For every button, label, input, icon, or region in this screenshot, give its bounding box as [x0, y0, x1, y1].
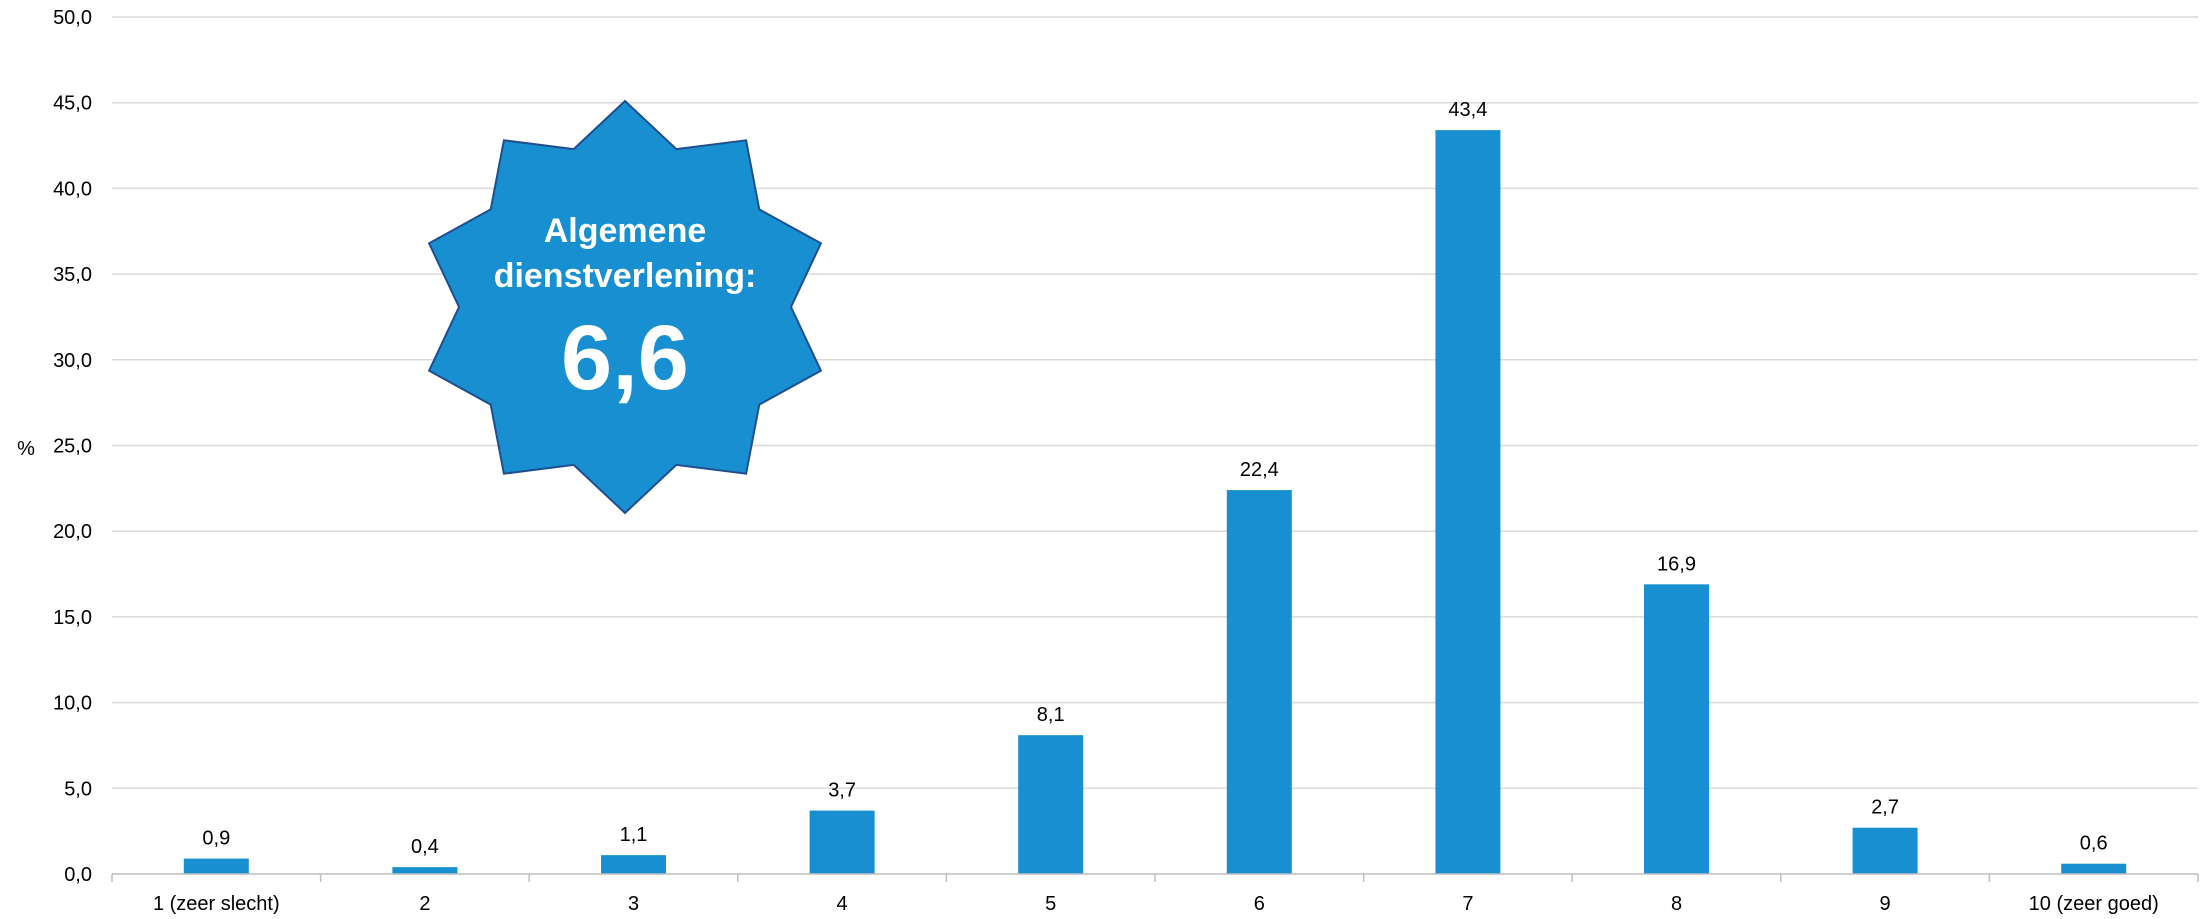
bar — [1644, 584, 1709, 874]
bar — [1435, 130, 1501, 874]
data-label: 0,9 — [202, 828, 230, 850]
data-label: 2,7 — [1871, 797, 1899, 819]
y-tick-label: 0,0 — [64, 864, 92, 886]
y-tick-label: 35,0 — [53, 264, 92, 286]
data-labels: 0,9 0,4 1,1 3,7 8,1 22,4 43,4 16,9 2,7 0,6 — [202, 99, 2107, 858]
data-label: 0,4 — [411, 836, 439, 858]
x-tick-label: 6 — [1254, 893, 1265, 915]
bar — [2061, 863, 2127, 874]
y-axis-ticks: 0,0 5,0 10,0 15,0 20,0 25,0 30,0 35,0 40,0 45,0 50… — [53, 7, 92, 886]
bars — [183, 130, 2127, 874]
badge-star-shape — [427, 99, 823, 515]
x-tick-label: 4 — [837, 893, 848, 915]
data-label: 16,9 — [1657, 553, 1696, 575]
x-axis — [111, 873, 2199, 882]
x-tick-label: 2 — [419, 893, 430, 915]
gridlines — [112, 16, 2198, 790]
badge-title-line2: dienstverlening: — [494, 257, 757, 295]
y-tick-label: 30,0 — [53, 350, 92, 372]
data-label: 43,4 — [1448, 99, 1487, 121]
y-tick-label: 50,0 — [53, 7, 92, 29]
y-tick-label: 40,0 — [53, 178, 92, 200]
data-label: 22,4 — [1240, 459, 1279, 481]
x-tick-label: 3 — [628, 893, 639, 915]
badge-score-value: 6,6 — [561, 307, 689, 409]
x-tick-label: 1 (zeer slecht) — [153, 893, 280, 915]
x-axis-tick-labels: 1 (zeer slecht) 2 3 4 5 6 7 8 9 10 (zeer goed) — [153, 893, 2159, 915]
bar — [1226, 490, 1292, 874]
y-tick-label: 15,0 — [53, 607, 92, 629]
bar — [392, 867, 458, 874]
bar — [809, 810, 875, 874]
x-tick-label: 7 — [1462, 893, 1473, 915]
data-label: 3,7 — [828, 780, 856, 802]
y-axis-label: % — [17, 438, 35, 460]
data-label: 0,6 — [2080, 833, 2108, 855]
bar — [1018, 735, 1084, 874]
x-tick-label: 5 — [1045, 893, 1056, 915]
x-tick-label: 10 (zeer goed) — [2029, 893, 2159, 915]
y-tick-label: 20,0 — [53, 521, 92, 543]
y-tick-label: 45,0 — [53, 93, 92, 115]
score-badge: Algemene dienstverlening: 6,6 — [427, 99, 823, 515]
bar — [601, 855, 666, 874]
bar — [183, 858, 249, 874]
x-tick-label: 9 — [1880, 893, 1891, 915]
badge-title-line1: Algemene — [544, 212, 707, 250]
data-label: 8,1 — [1037, 704, 1065, 726]
bar — [1852, 827, 1918, 874]
y-tick-label: 10,0 — [53, 693, 92, 715]
y-tick-label: 25,0 — [53, 436, 92, 458]
x-tick-label: 8 — [1671, 893, 1682, 915]
y-tick-label: 5,0 — [64, 778, 92, 800]
data-label: 1,1 — [620, 824, 648, 846]
